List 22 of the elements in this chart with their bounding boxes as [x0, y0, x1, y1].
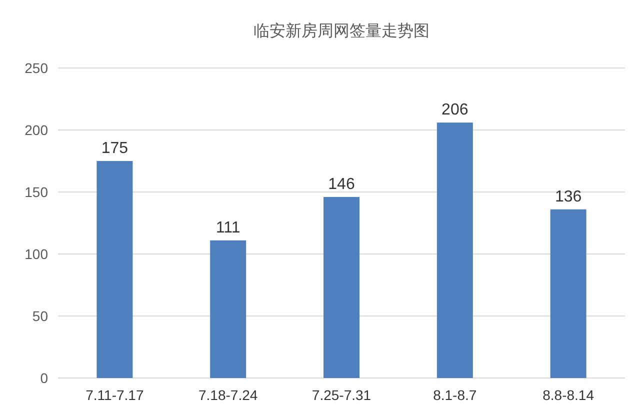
data-label: 111	[216, 219, 240, 236]
bar	[210, 240, 246, 378]
bar	[436, 122, 473, 378]
x-tick-label: 8.1-8.7	[433, 387, 477, 403]
data-label: 146	[328, 176, 355, 193]
bar	[324, 196, 360, 378]
data-label: 206	[442, 102, 468, 119]
x-tick-label: 7.25-7.31	[312, 387, 372, 403]
x-tick-label: 7.18-7.24	[198, 387, 258, 403]
x-tick-label: 7.11-7.17	[86, 387, 144, 403]
bar	[96, 161, 133, 378]
y-tick-label: 100	[24, 246, 48, 262]
y-tick-label: 150	[24, 184, 48, 200]
y-tick-label: 0	[40, 370, 48, 386]
y-tick-label: 200	[24, 122, 48, 138]
x-tick-label: 8.8-8.14	[542, 387, 594, 403]
bar	[550, 209, 586, 378]
data-label: 136	[554, 188, 582, 206]
y-tick-label: 50	[32, 308, 48, 324]
chart-title: 临安新房周网签量走势图	[254, 22, 430, 40]
data-label: 175	[101, 140, 128, 157]
y-tick-label: 250	[24, 60, 48, 76]
